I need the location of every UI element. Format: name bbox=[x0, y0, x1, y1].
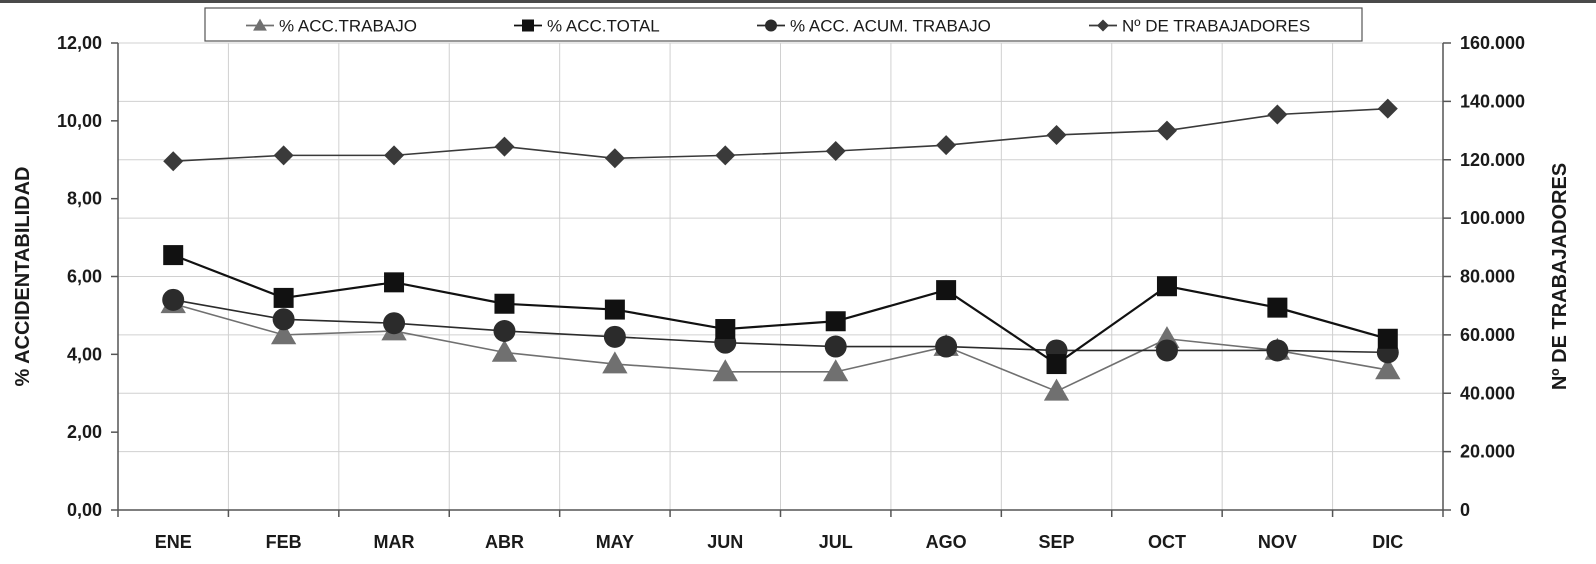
data-point bbox=[604, 148, 625, 169]
series-line bbox=[173, 299, 1388, 354]
data-point bbox=[384, 272, 405, 293]
y2-tick-label: 40.000 bbox=[1460, 383, 1515, 403]
series-1 bbox=[163, 245, 1398, 375]
legend-item-1: % ACC.TOTAL bbox=[514, 17, 660, 36]
y2-tick-label: 80.000 bbox=[1460, 267, 1515, 287]
y-tick-label: 10,00 bbox=[57, 111, 102, 131]
data-point bbox=[1156, 276, 1177, 297]
y-tick-label: 6,00 bbox=[67, 267, 102, 287]
y-tick-label: 0,00 bbox=[67, 500, 102, 520]
legend-marker bbox=[253, 18, 267, 31]
y2-tick-label: 160.000 bbox=[1460, 33, 1525, 53]
y2-tick-label: 60.000 bbox=[1460, 325, 1515, 345]
y2-axis-title: Nº DE TRABAJADORES bbox=[1549, 163, 1571, 390]
x-tick-label: NOV bbox=[1258, 532, 1297, 552]
y2-tick-label: 140.000 bbox=[1460, 91, 1525, 111]
data-point bbox=[936, 280, 957, 301]
legend-item-2: % ACC. ACUM. TRABAJO bbox=[757, 17, 991, 36]
x-tick-label: AGO bbox=[926, 532, 967, 552]
data-point bbox=[715, 319, 736, 340]
data-point bbox=[163, 245, 184, 266]
data-point bbox=[1267, 297, 1288, 318]
series-line bbox=[172, 302, 1388, 393]
series-line bbox=[173, 107, 1388, 163]
data-point bbox=[1375, 357, 1401, 380]
y2-tick-label: 0 bbox=[1460, 500, 1470, 520]
data-point bbox=[383, 312, 406, 335]
data-point bbox=[825, 311, 846, 332]
data-point bbox=[273, 145, 294, 166]
data-point bbox=[823, 359, 849, 382]
data-point bbox=[825, 140, 846, 161]
data-point bbox=[1046, 124, 1067, 145]
x-tick-label: FEB bbox=[266, 532, 302, 552]
data-point bbox=[163, 151, 184, 172]
data-point bbox=[491, 339, 518, 362]
x-tick-label: MAY bbox=[596, 532, 634, 552]
data-point bbox=[162, 288, 185, 311]
legend: % ACC.TRABAJO % ACC.TOTAL % ACC. ACUM. TRA… bbox=[204, 7, 1363, 42]
x-tick-label: OCT bbox=[1148, 532, 1186, 552]
data-point bbox=[494, 293, 515, 314]
data-point bbox=[1267, 104, 1288, 125]
legend-item-0: % ACC.TRABAJO bbox=[246, 17, 417, 36]
data-point bbox=[602, 351, 628, 374]
data-point bbox=[1156, 120, 1177, 141]
y2-tick-label: 100.000 bbox=[1460, 208, 1525, 228]
data-point bbox=[1043, 378, 1070, 401]
data-point bbox=[1266, 339, 1289, 362]
data-point bbox=[603, 325, 626, 348]
y-tick-label: 2,00 bbox=[67, 422, 102, 442]
y-tick-label: 12,00 bbox=[57, 33, 102, 53]
x-tick-label: ENE bbox=[155, 532, 192, 552]
legend-label: Nº DE TRABAJADORES bbox=[1122, 17, 1310, 36]
top-border bbox=[0, 0, 1596, 3]
data-point bbox=[384, 145, 405, 166]
x-tick-label: JUN bbox=[707, 532, 743, 552]
data-point bbox=[272, 308, 295, 331]
legend-label: % ACC. ACUM. TRABAJO bbox=[790, 17, 991, 36]
y2-tick-label: 120.000 bbox=[1460, 150, 1525, 170]
series-3 bbox=[163, 98, 1398, 172]
x-tick-label: MAR bbox=[374, 532, 415, 552]
data-point bbox=[1155, 339, 1178, 362]
y-axis-title: % ACCIDENTABILIDAD bbox=[12, 167, 34, 387]
y2-tick-label: 20.000 bbox=[1460, 442, 1515, 462]
data-point bbox=[824, 335, 847, 358]
data-point bbox=[1046, 354, 1067, 375]
data-point bbox=[270, 322, 297, 345]
data-point bbox=[936, 135, 957, 156]
data-point bbox=[494, 136, 515, 157]
data-point bbox=[935, 335, 958, 358]
legend-item-3: Nº DE TRABAJADORES bbox=[1089, 17, 1310, 36]
data-point bbox=[1377, 328, 1398, 349]
legend-label: % ACC.TOTAL bbox=[547, 17, 660, 36]
legend-marker bbox=[1097, 19, 1109, 32]
data-point bbox=[604, 299, 625, 320]
axes: 0,00 2,00 4,00 6,00 8,00 10,00 12,00 0 20.000 40.… bbox=[12, 33, 1571, 552]
x-tick-label: ABR bbox=[485, 532, 524, 552]
data-point bbox=[715, 145, 736, 166]
x-tick-label: JUL bbox=[819, 532, 853, 552]
data-point bbox=[712, 359, 738, 382]
legend-box bbox=[204, 7, 1363, 42]
series-layer bbox=[160, 98, 1401, 401]
x-tick-label: DIC bbox=[1372, 532, 1403, 552]
data-point bbox=[1377, 98, 1398, 119]
legend-label: % ACC.TRABAJO bbox=[279, 17, 417, 36]
data-point bbox=[493, 319, 516, 342]
x-tick-label: SEP bbox=[1039, 532, 1075, 552]
legend-marker bbox=[522, 19, 534, 32]
y-tick-label: 8,00 bbox=[67, 189, 102, 209]
data-point bbox=[273, 287, 294, 308]
series-line bbox=[172, 254, 1389, 366]
y-tick-label: 4,00 bbox=[67, 344, 102, 364]
legend-marker bbox=[765, 19, 777, 32]
